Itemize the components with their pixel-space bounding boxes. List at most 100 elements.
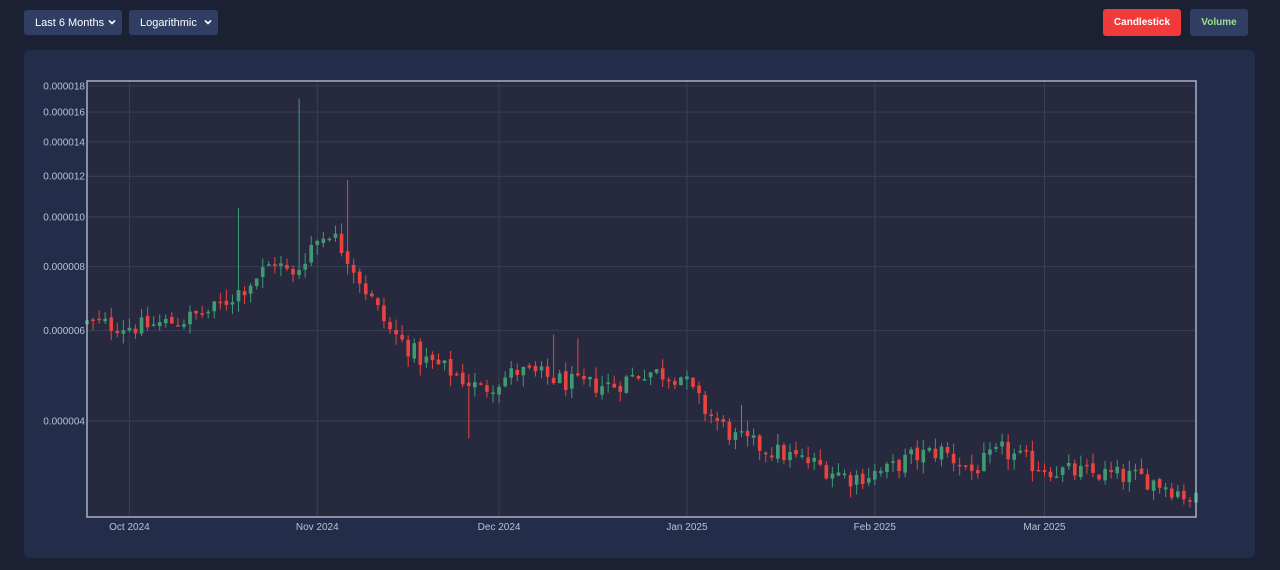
candle xyxy=(691,377,695,390)
candle-body xyxy=(315,240,320,246)
candle-body xyxy=(182,324,186,327)
candle-body xyxy=(872,471,877,480)
candle-body xyxy=(903,454,907,473)
scale-select[interactable]: Logarithmic xyxy=(129,10,218,35)
candle xyxy=(333,225,338,242)
candle xyxy=(1097,473,1101,481)
candle xyxy=(800,448,804,459)
candle xyxy=(709,409,714,424)
candle xyxy=(436,353,441,366)
time-range-select[interactable]: Last 6 Months xyxy=(24,10,122,35)
candle-body xyxy=(1103,468,1107,481)
candle-body xyxy=(1163,487,1168,490)
candle xyxy=(303,253,307,278)
candle-body xyxy=(588,376,592,380)
candle-body xyxy=(757,435,762,451)
candle-body xyxy=(751,435,756,438)
candle xyxy=(260,258,265,289)
candle xyxy=(357,268,362,293)
volume-button[interactable]: Volume xyxy=(1190,9,1248,36)
candle xyxy=(418,338,423,376)
candle-body xyxy=(951,453,956,464)
candle-body xyxy=(630,374,635,377)
candle-body xyxy=(976,470,980,474)
candle-body xyxy=(1127,470,1132,483)
candle xyxy=(563,362,568,397)
candle xyxy=(715,411,720,431)
candle-body xyxy=(303,263,307,270)
candle xyxy=(1018,444,1023,455)
candle-body xyxy=(448,359,453,376)
candle-body xyxy=(648,372,653,378)
candle xyxy=(624,374,629,394)
candle xyxy=(891,454,895,472)
candle-body xyxy=(1030,450,1035,472)
candle-body xyxy=(569,373,574,389)
candle-body xyxy=(636,376,641,379)
candle xyxy=(618,381,623,402)
candle-body xyxy=(782,444,786,461)
candle-body xyxy=(1060,467,1065,475)
candle xyxy=(194,310,198,320)
candle-body xyxy=(285,264,289,269)
candle-body xyxy=(1054,476,1059,479)
candle xyxy=(600,375,604,400)
candle xyxy=(206,309,211,319)
candle-body xyxy=(382,305,386,322)
candle-body xyxy=(242,291,247,296)
candle xyxy=(339,223,344,257)
candle-body xyxy=(1036,469,1041,472)
price-chart[interactable]: 0.000004 0.000006 0.000008 0.000010 0.000012… xyxy=(24,50,1255,558)
candle-body xyxy=(370,293,374,297)
candle-body xyxy=(454,373,459,376)
candle xyxy=(806,446,810,469)
x-tick-label: Feb 2025 xyxy=(854,522,897,533)
candle-body xyxy=(1042,470,1047,472)
y-tick-label: 0.000008 xyxy=(43,262,85,273)
candle-body xyxy=(460,372,465,385)
candle-body xyxy=(345,251,350,264)
candle-body xyxy=(436,359,441,365)
candle xyxy=(630,367,635,378)
candle xyxy=(982,442,986,472)
candle xyxy=(236,208,241,312)
candle-body xyxy=(157,322,162,327)
candle xyxy=(430,351,435,369)
candle-body xyxy=(218,301,223,304)
candle xyxy=(291,265,295,283)
candle xyxy=(969,454,974,480)
candle xyxy=(170,312,174,324)
candle-body xyxy=(939,446,944,460)
candle-body xyxy=(673,381,677,385)
candle xyxy=(394,319,398,345)
candle-body xyxy=(969,464,974,471)
candle-body xyxy=(194,310,198,314)
candle xyxy=(642,369,647,381)
candle-body xyxy=(679,377,683,386)
candle xyxy=(1127,460,1132,492)
candle xyxy=(345,179,350,275)
candle xyxy=(515,363,520,382)
candle-body xyxy=(333,233,338,238)
candle-body xyxy=(860,473,865,484)
candlestick-button[interactable]: Candlestick xyxy=(1103,9,1181,36)
candle xyxy=(309,236,314,266)
candle xyxy=(1042,463,1047,477)
candle xyxy=(721,415,726,428)
candle-body xyxy=(363,283,368,295)
candle-body xyxy=(582,376,586,380)
candle xyxy=(182,319,186,330)
candle xyxy=(594,367,598,398)
candle-body xyxy=(909,449,913,455)
candle xyxy=(121,319,126,344)
candle xyxy=(1000,433,1004,455)
candle-body xyxy=(442,360,447,364)
candle-body xyxy=(915,447,920,461)
candle xyxy=(370,290,374,298)
chart-panel: 0.000004 0.000006 0.000008 0.000010 0.000012… xyxy=(24,50,1255,558)
candle xyxy=(1085,458,1089,475)
candle xyxy=(576,338,580,377)
candle-body xyxy=(115,330,120,334)
candle-body xyxy=(466,382,471,386)
candle-body xyxy=(1066,462,1071,467)
